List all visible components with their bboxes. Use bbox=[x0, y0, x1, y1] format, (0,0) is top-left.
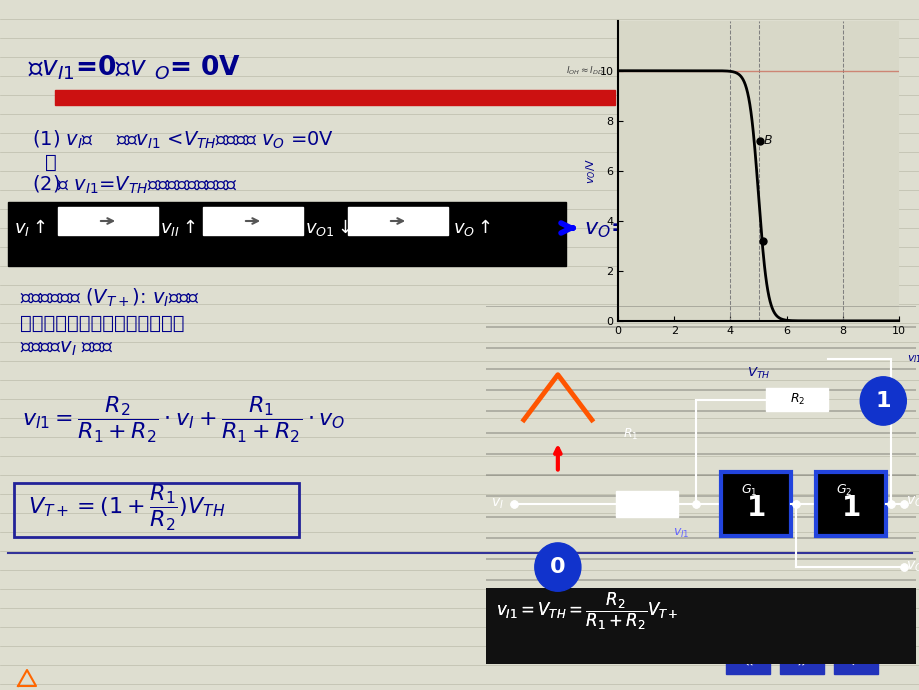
Bar bbox=[615, 491, 677, 517]
Text: »: » bbox=[796, 653, 807, 671]
Text: $v_{II}\uparrow$: $v_{II}\uparrow$ bbox=[160, 217, 195, 239]
Text: «: « bbox=[742, 653, 753, 671]
Text: $v_{O1}$: $v_{O1}$ bbox=[905, 560, 919, 574]
Bar bbox=[779, 650, 823, 674]
Text: $V_{TH}$: $V_{TH}$ bbox=[746, 366, 769, 381]
Text: $v_{I1}$: $v_{I1}$ bbox=[672, 527, 688, 540]
Text: $R_2$: $R_2$ bbox=[789, 393, 804, 408]
Text: $v_{I1} = V_{TH} = \dfrac{R_2}{R_1+R_2}V_{T+}$: $v_{I1} = V_{TH} = \dfrac{R_2}{R_1+R_2}V… bbox=[495, 591, 677, 632]
Text: (1) $v_I$上    只要$v_{I1}$ <$V_{TH}$，则保持 $v_O$ =0V: (1) $v_I$上 只要$v_{I1}$ <$V_{TH}$，则保持 $v_O… bbox=[32, 129, 334, 151]
Text: $v_I\uparrow$: $v_I\uparrow$ bbox=[14, 217, 46, 239]
Text: $G_1$: $G_1$ bbox=[741, 483, 756, 498]
Text: 时所对应$v_I$ 的值。: 时所对应$v_I$ 的值。 bbox=[20, 339, 113, 357]
Text: 1: 1 bbox=[841, 494, 860, 522]
Bar bbox=[203, 207, 302, 235]
Bar bbox=[14, 483, 299, 537]
Text: $v_{I1} = \dfrac{R_2}{R_1+R_2}\cdot v_I + \dfrac{R_1}{R_1+R_2}\cdot v_O$: $v_{I1} = \dfrac{R_2}{R_1+R_2}\cdot v_I … bbox=[22, 395, 346, 445]
Bar bbox=[834, 650, 877, 674]
Bar bbox=[8, 202, 565, 266]
Text: $v_{I1} = V_{TH} = \dfrac{R_2}{R_1+R_2}V_{T+}$: $v_{I1} = V_{TH} = \dfrac{R_2}{R_1+R_2}V… bbox=[495, 591, 677, 632]
Text: 当$v_{I1}$=0，$v$ $_{O}$= 0V: 当$v_{I1}$=0，$v$ $_{O}$= 0V bbox=[28, 54, 241, 82]
Bar bbox=[725, 650, 769, 674]
Text: 正向阈值电压 ($V_{T+}$): $v_I$值在增: 正向阈值电压 ($V_{T+}$): $v_I$值在增 bbox=[20, 287, 199, 309]
Text: $v_I$: $v_I$ bbox=[490, 497, 503, 511]
Bar bbox=[347, 207, 448, 235]
Text: 0: 0 bbox=[550, 557, 565, 577]
Text: $R_1$: $R_1$ bbox=[622, 427, 638, 442]
Bar bbox=[720, 473, 790, 535]
Text: $v_{O1}\downarrow$: $v_{O1}\downarrow$ bbox=[305, 217, 350, 239]
Bar bbox=[58, 207, 158, 235]
Text: $G_2$: $G_2$ bbox=[835, 483, 852, 498]
Circle shape bbox=[534, 543, 580, 591]
Bar bbox=[766, 388, 827, 411]
Bar bbox=[485, 588, 915, 664]
Text: 1: 1 bbox=[875, 391, 891, 411]
Text: $v_O$=$V_{OH}$: $v_O$=$V_{OH}$ bbox=[584, 216, 669, 240]
Text: B: B bbox=[763, 135, 771, 147]
Text: ←: ← bbox=[847, 653, 863, 671]
Text: $v_O\uparrow$: $v_O\uparrow$ bbox=[452, 217, 491, 239]
Text: $v_O$: $v_O$ bbox=[905, 495, 919, 509]
Text: (2)当 $v_{I1}$=$V_{TH}$，电路发生正反馈：: (2)当 $v_{I1}$=$V_{TH}$，电路发生正反馈： bbox=[32, 174, 237, 196]
Text: 1: 1 bbox=[745, 494, 765, 522]
Text: 升: 升 bbox=[45, 152, 57, 172]
Y-axis label: $v_O$/V: $v_O$/V bbox=[584, 157, 597, 184]
Text: $v_{I1}$/V: $v_{I1}$/V bbox=[906, 351, 919, 365]
Text: 加过程中，使输出电压产生跳变: 加过程中，使输出电压产生跳变 bbox=[20, 313, 185, 333]
Bar bbox=[55, 90, 614, 105]
Text: $V_{T+} = (1+\dfrac{R_1}{R_2})V_{TH}$: $V_{T+} = (1+\dfrac{R_1}{R_2})V_{TH}$ bbox=[28, 483, 225, 533]
Circle shape bbox=[859, 377, 905, 425]
Text: $I_{OH}{\approx}I_{DD}$: $I_{OH}{\approx}I_{DD}$ bbox=[566, 64, 604, 77]
Bar bbox=[815, 473, 885, 535]
